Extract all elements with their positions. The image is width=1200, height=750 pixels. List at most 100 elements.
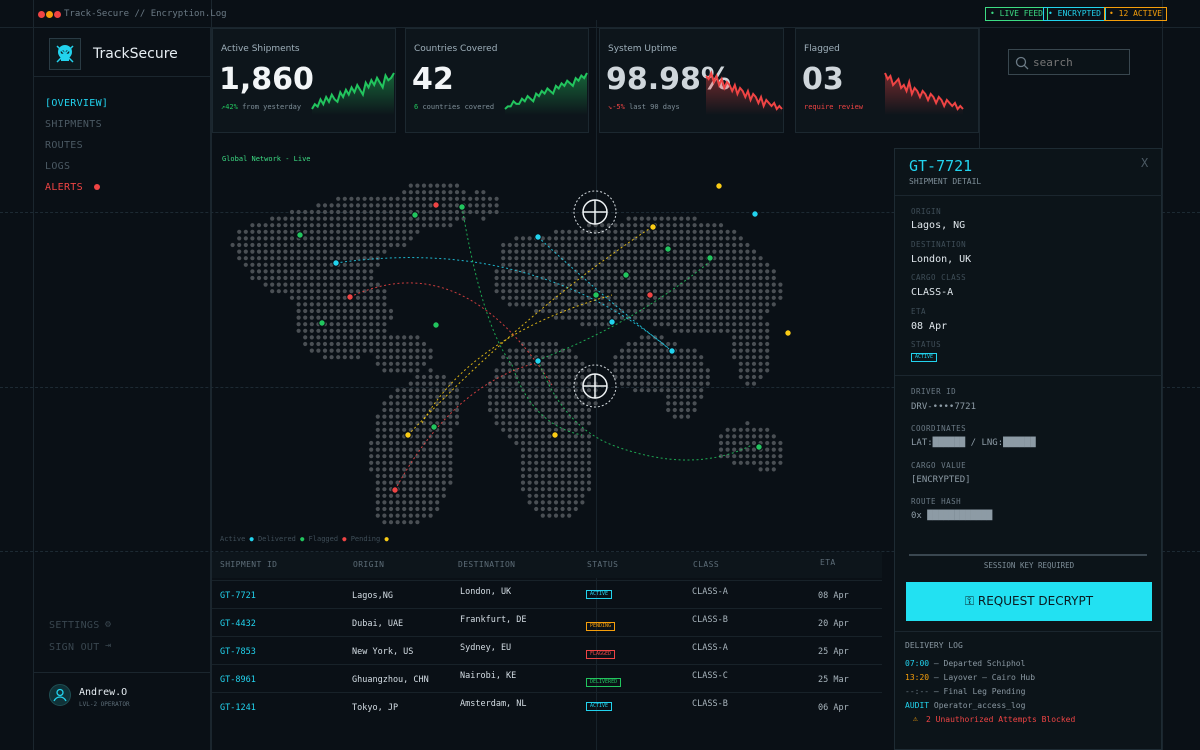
close-icon[interactable]: X xyxy=(1141,156,1149,170)
cell-shipment-id[interactable]: GT-4432 xyxy=(220,619,256,629)
map-dot xyxy=(322,262,328,267)
map-dot xyxy=(738,341,743,347)
search-input[interactable] xyxy=(1033,54,1123,70)
stat-card-countries[interactable]: Countries Covered 42 6 countries covered xyxy=(405,28,589,133)
map-dot xyxy=(322,289,328,294)
map-dot xyxy=(336,282,341,287)
gear-icon[interactable]: ⚙ xyxy=(105,619,112,630)
map-dot xyxy=(771,454,776,459)
map-pin xyxy=(391,486,399,494)
map-dot xyxy=(540,236,545,241)
table-row[interactable]: GT-7721 Lagos,NG London, UK ACTIVE CLASS-A 08… xyxy=(212,580,882,608)
cell-destination: Nairobi, KE xyxy=(460,671,517,681)
map-dot xyxy=(362,249,367,254)
nav-routes[interactable]: ROUTES xyxy=(45,140,83,151)
nav-alerts[interactable]: ALERTS xyxy=(45,182,83,193)
request-decrypt-button[interactable]: ⚿ REQUEST DECRYPT xyxy=(906,582,1152,621)
map-dot xyxy=(725,447,730,452)
map-dot xyxy=(441,183,446,188)
cell-shipment-id[interactable]: GT-1241 xyxy=(220,703,256,713)
map-dot xyxy=(685,308,691,314)
map-dot xyxy=(448,216,453,221)
map-dot xyxy=(415,196,420,201)
map-dot xyxy=(283,275,288,281)
table-row[interactable]: GT-8961 Ghuangzhou, CHN Nairobi, KE DELIVER… xyxy=(212,664,882,692)
map-dot xyxy=(758,269,763,274)
stat-card-flagged[interactable]: Flagged 03 require review xyxy=(795,28,979,133)
map-dot xyxy=(408,401,413,406)
map-dot xyxy=(765,368,770,373)
map-dot xyxy=(250,223,255,228)
avatar[interactable] xyxy=(49,684,71,706)
map-dot xyxy=(441,473,446,479)
map-dot xyxy=(270,262,275,267)
col-status[interactable]: STATUS xyxy=(587,560,619,569)
nav-overview[interactable]: [OVERVIEW] xyxy=(45,98,109,109)
map-dot xyxy=(388,520,394,525)
map-dot xyxy=(626,256,631,261)
map-dot xyxy=(586,454,592,459)
map-dot xyxy=(435,460,440,465)
minimize-window-icon[interactable] xyxy=(46,11,53,18)
map-dot xyxy=(289,269,295,274)
cell-shipment-id[interactable]: GT-8961 xyxy=(220,675,256,685)
map-dot xyxy=(540,302,545,307)
map-dot xyxy=(349,223,354,228)
col-class[interactable]: CLASS xyxy=(693,560,720,569)
table-row[interactable]: GT-1241 Tokyo, JP Amsterdam, NL ACTIVE CLASS… xyxy=(212,692,882,720)
map-dot xyxy=(395,394,400,399)
col-destination[interactable]: DESTINATION xyxy=(458,560,516,569)
map-dot xyxy=(751,328,757,333)
logout-icon[interactable]: ⇥ xyxy=(105,640,112,651)
route-hash-value: 0x ████████████ xyxy=(911,511,993,521)
close-window-icon[interactable] xyxy=(38,11,45,18)
map-dot xyxy=(402,355,407,360)
map-dot xyxy=(527,256,532,261)
map-dot xyxy=(534,460,539,465)
map-dot xyxy=(593,242,598,248)
map-dot xyxy=(408,513,413,518)
nav-logs[interactable]: LOGS xyxy=(45,161,71,172)
cell-shipment-id[interactable]: GT-7721 xyxy=(220,591,256,601)
table-row[interactable]: GT-4432 Dubai, UAE Frankfurt, DE PENDING CLA… xyxy=(212,608,882,636)
world-map[interactable] xyxy=(212,165,894,545)
nav-sign-out[interactable]: SIGN OUT xyxy=(49,642,100,653)
col-shipment-id[interactable]: SHIPMENT ID xyxy=(220,560,278,569)
map-dot xyxy=(672,407,677,413)
col-eta[interactable]: ETA xyxy=(820,558,836,567)
col-origin[interactable]: ORIGIN xyxy=(353,560,385,569)
search-box[interactable] xyxy=(1008,49,1130,75)
map-dot xyxy=(316,341,321,347)
map-dot xyxy=(355,295,361,300)
stat-card-uptime[interactable]: System Uptime 98.98% ↘-5% last 90 days xyxy=(599,28,784,133)
table-row[interactable]: GT-7853 New York, US Sydney, EU FLAGGED CLAS… xyxy=(212,636,882,664)
map-dot xyxy=(751,322,757,327)
map-dot xyxy=(336,341,341,347)
map-dot xyxy=(553,500,559,505)
map-dot xyxy=(679,236,684,241)
map-dot xyxy=(732,302,737,307)
map-dot xyxy=(639,216,644,221)
cell-shipment-id[interactable]: GT-7853 xyxy=(220,647,256,657)
map-dot xyxy=(441,394,446,399)
map-dot xyxy=(435,473,440,479)
map-dot xyxy=(329,315,334,320)
map-dot xyxy=(514,407,519,413)
map-dot xyxy=(402,401,407,406)
user-name: Andrew.O xyxy=(79,687,128,698)
map-dot xyxy=(646,381,651,386)
map-dot xyxy=(501,256,506,261)
map-dot xyxy=(553,381,559,386)
map-dot xyxy=(382,322,387,327)
map-dot xyxy=(626,262,631,267)
map-dot xyxy=(751,282,757,287)
maximize-window-icon[interactable] xyxy=(54,11,61,18)
map-dot xyxy=(758,335,763,340)
stat-card-active-shipments[interactable]: Active Shipments 1,860 ↗42% from yesterd… xyxy=(212,28,396,133)
map-dot xyxy=(309,322,314,327)
map-dot xyxy=(547,341,552,347)
nav-settings[interactable]: SETTINGS xyxy=(49,620,100,631)
map-dot xyxy=(560,493,565,498)
map-dot xyxy=(738,282,743,287)
nav-shipments[interactable]: SHIPMENTS xyxy=(45,119,102,130)
